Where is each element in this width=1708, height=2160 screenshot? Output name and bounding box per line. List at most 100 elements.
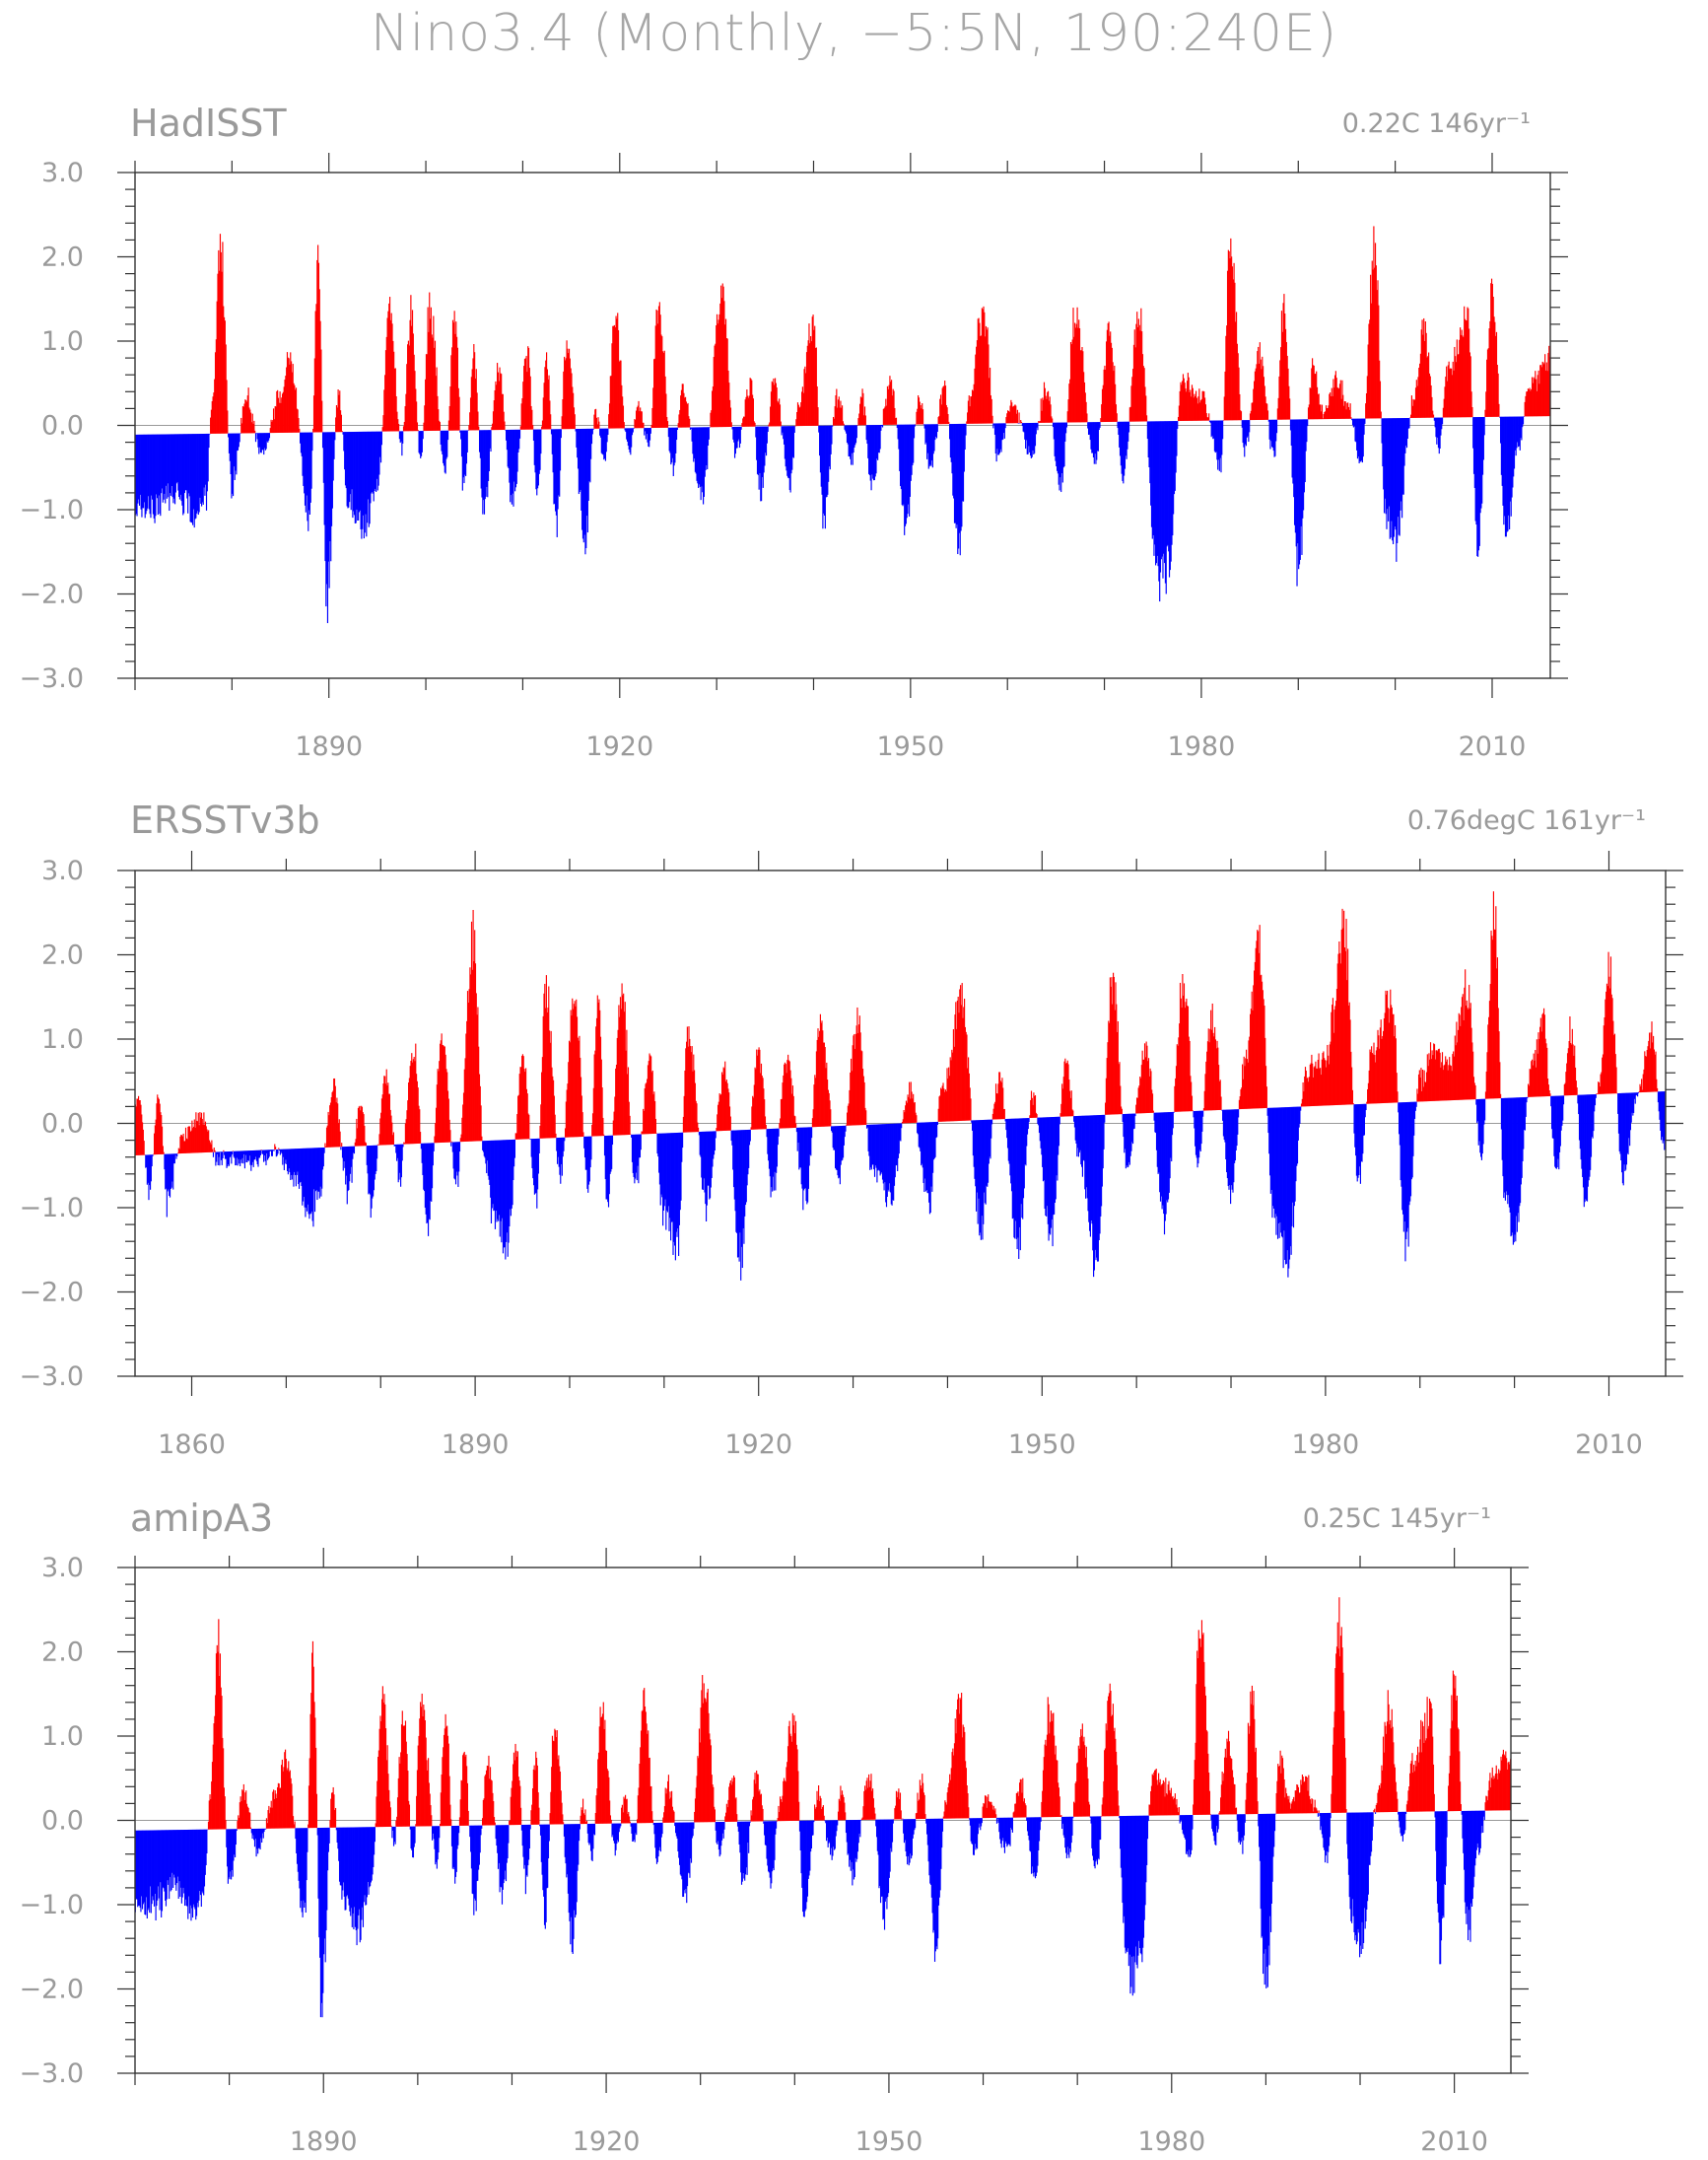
positive-anomaly-bar xyxy=(1382,1035,1384,1104)
positive-anomaly-bar xyxy=(408,1804,411,1827)
negative-anomaly-bar xyxy=(1501,1097,1503,1160)
positive-anomaly-bar xyxy=(531,409,533,430)
negative-anomaly-bar xyxy=(644,428,647,432)
negative-anomaly-bar xyxy=(1398,1102,1400,1113)
positive-anomaly-bar xyxy=(1325,1067,1327,1106)
positive-anomaly-bar xyxy=(1281,331,1283,420)
positive-anomaly-bar xyxy=(1226,325,1228,421)
negative-anomaly-bar xyxy=(677,1132,679,1229)
negative-anomaly-bar xyxy=(972,1120,974,1131)
positive-anomaly-bar xyxy=(786,1746,789,1822)
negative-anomaly-bar xyxy=(557,429,559,510)
negative-anomaly-bar xyxy=(989,1119,991,1157)
positive-anomaly-bar xyxy=(456,347,459,431)
positive-anomaly-bar xyxy=(554,1728,556,1825)
negative-anomaly-bar xyxy=(795,1127,798,1133)
negative-anomaly-bar xyxy=(490,1140,492,1198)
positive-anomaly-bar xyxy=(239,1796,241,1830)
positive-anomaly-bar xyxy=(1541,1013,1543,1097)
positive-anomaly-bar xyxy=(290,352,292,433)
positive-anomaly-bar xyxy=(1310,1063,1312,1107)
positive-anomaly-bar xyxy=(1175,1078,1177,1112)
positive-anomaly-bar xyxy=(1264,1037,1266,1109)
positive-anomaly-bar xyxy=(1339,963,1342,1105)
negative-anomaly-bar xyxy=(554,429,556,504)
positive-anomaly-bar xyxy=(1410,414,1412,418)
negative-anomaly-bar xyxy=(972,1818,974,1845)
positive-anomaly-bar xyxy=(270,419,272,434)
positive-anomaly-bar xyxy=(1545,362,1547,417)
negative-anomaly-bar xyxy=(772,1821,774,1869)
negative-anomaly-bar xyxy=(978,1818,980,1828)
negative-anomaly-bar xyxy=(766,426,768,444)
negative-anomaly-bar xyxy=(1242,420,1244,444)
negative-anomaly-bar xyxy=(575,1824,577,1916)
positive-anomaly-bar xyxy=(581,1798,584,1825)
negative-anomaly-bar xyxy=(825,1820,828,1842)
positive-anomaly-bar xyxy=(1134,347,1136,422)
negative-anomaly-bar xyxy=(1519,1097,1521,1207)
positive-anomaly-bar xyxy=(1452,1054,1454,1101)
negative-anomaly-bar xyxy=(487,430,490,481)
positive-anomaly-bar xyxy=(423,1705,425,1827)
positive-anomaly-bar xyxy=(379,1118,381,1146)
negative-anomaly-bar xyxy=(307,1148,309,1215)
negative-anomaly-bar xyxy=(421,1143,423,1163)
positive-anomaly-bar xyxy=(1409,417,1411,418)
negative-anomaly-bar xyxy=(1193,1111,1195,1118)
negative-anomaly-bar xyxy=(768,1821,770,1872)
negative-anomaly-bar xyxy=(659,1822,662,1852)
positive-anomaly-bar xyxy=(863,1081,865,1126)
positive-anomaly-bar xyxy=(748,395,750,427)
negative-anomaly-bar xyxy=(607,1135,610,1208)
negative-anomaly-bar xyxy=(352,1146,354,1159)
negative-anomaly-bar xyxy=(1022,1118,1024,1219)
negative-anomaly-bar xyxy=(825,1820,827,1824)
negative-anomaly-bar xyxy=(791,426,794,457)
negative-anomaly-bar xyxy=(264,1828,266,1830)
positive-anomaly-bar xyxy=(1347,406,1350,419)
positive-anomaly-bar xyxy=(1544,1038,1546,1097)
positive-anomaly-bar xyxy=(1118,1064,1120,1115)
negative-anomaly-bar xyxy=(586,428,588,533)
positive-anomaly-bar xyxy=(1428,352,1430,418)
positive-anomaly-bar xyxy=(866,1777,868,1820)
positive-anomaly-bar xyxy=(1421,1090,1423,1102)
positive-anomaly-bar xyxy=(510,1796,512,1826)
negative-anomaly-bar xyxy=(259,1150,261,1155)
negative-anomaly-bar xyxy=(1005,1119,1007,1131)
negative-anomaly-bar xyxy=(1504,416,1506,517)
positive-anomaly-bar xyxy=(1259,925,1261,1109)
positive-anomaly-bar xyxy=(457,387,459,431)
negative-anomaly-bar xyxy=(189,434,191,523)
positive-anomaly-bar xyxy=(882,408,884,425)
negative-anomaly-bar xyxy=(363,431,365,539)
negative-anomaly-bar xyxy=(326,432,329,624)
positive-anomaly-bar xyxy=(426,354,428,432)
positive-anomaly-bar xyxy=(331,1792,333,1828)
positive-anomaly-bar xyxy=(811,316,813,426)
positive-anomaly-bar xyxy=(1450,368,1452,418)
positive-anomaly-bar xyxy=(299,428,301,433)
negative-anomaly-bar xyxy=(1021,1118,1023,1219)
positive-anomaly-bar xyxy=(1007,410,1009,424)
positive-anomaly-bar xyxy=(649,1055,651,1135)
positive-anomaly-bar xyxy=(1496,957,1499,1099)
positive-anomaly-bar xyxy=(215,339,217,434)
positive-anomaly-bar xyxy=(1151,1093,1154,1113)
negative-anomaly-bar xyxy=(1405,1102,1407,1240)
negative-anomaly-bar xyxy=(1229,1109,1231,1186)
negative-anomaly-bar xyxy=(362,1827,365,1927)
positive-anomaly-bar xyxy=(581,1810,583,1825)
positive-anomaly-bar xyxy=(212,396,214,434)
negative-anomaly-bar xyxy=(1098,422,1100,431)
positive-anomaly-bar xyxy=(546,369,548,430)
negative-anomaly-bar xyxy=(196,434,199,512)
positive-anomaly-bar xyxy=(1486,349,1489,417)
positive-anomaly-bar xyxy=(1379,1048,1381,1104)
positive-anomaly-bar xyxy=(690,1046,692,1133)
positive-anomaly-bar xyxy=(1611,998,1613,1094)
negative-anomaly-bar xyxy=(640,1134,642,1150)
negative-anomaly-bar xyxy=(513,1139,515,1167)
negative-anomaly-bar xyxy=(675,427,677,453)
